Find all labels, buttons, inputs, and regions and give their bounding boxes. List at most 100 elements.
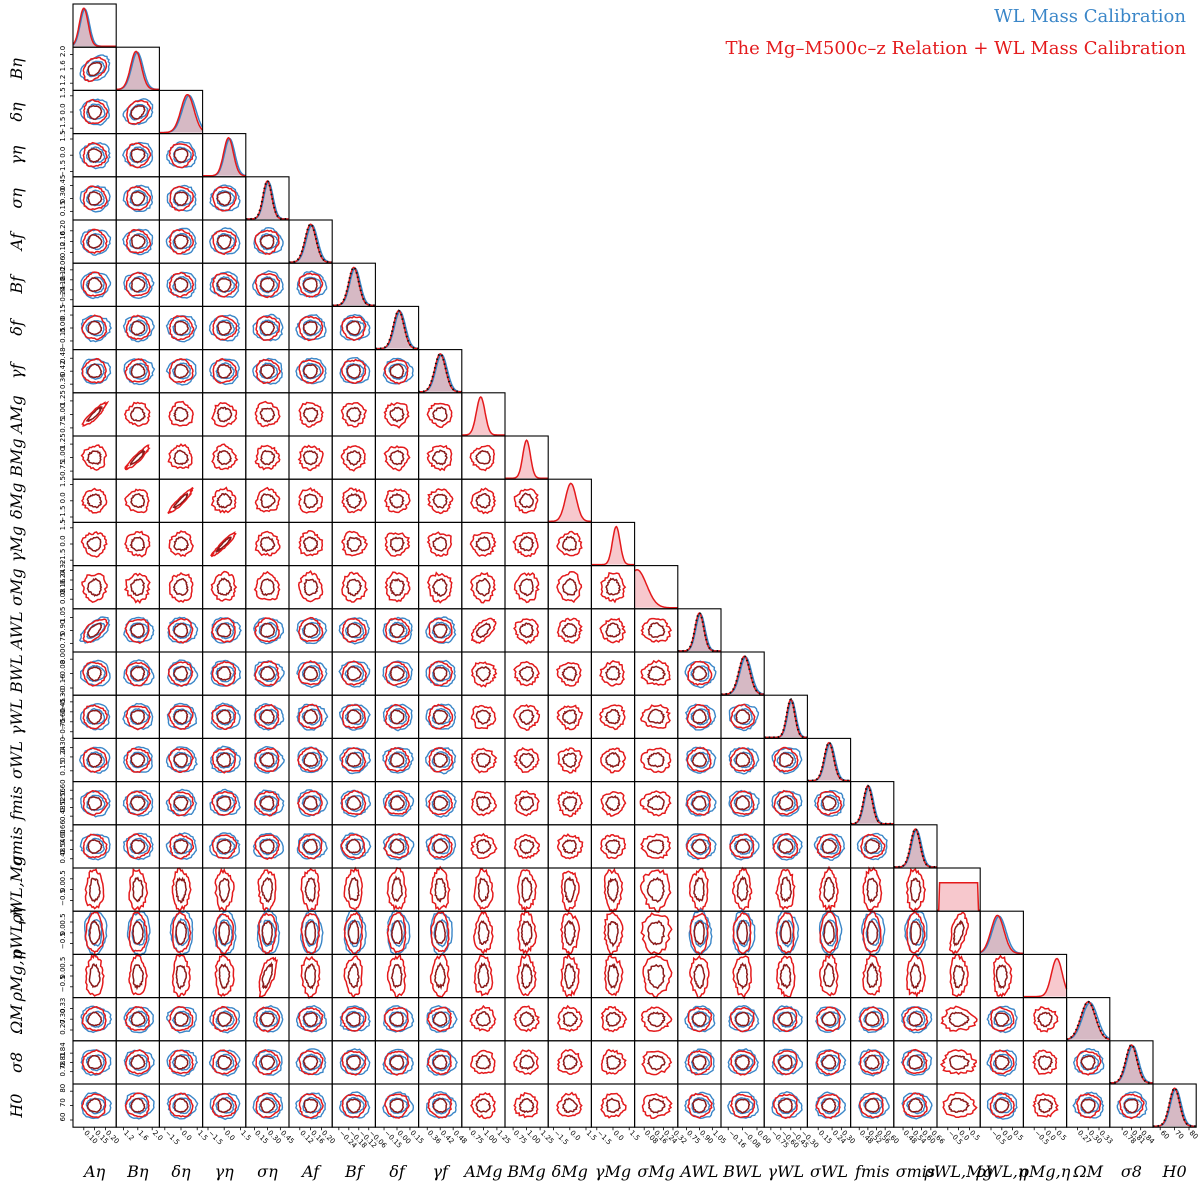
contour-joint-inner-13-1 bbox=[130, 578, 146, 597]
contour-joint-outer-18-7 bbox=[384, 790, 410, 815]
contour-joint-inner-15-14 bbox=[692, 665, 708, 682]
contour-joint-inner-12-8 bbox=[432, 536, 448, 552]
panel-16-6 bbox=[331, 694, 376, 739]
panel-frame-21-7 bbox=[374, 910, 420, 955]
contour-joint-inner-18-4 bbox=[259, 795, 275, 811]
marginal-joint-9 bbox=[461, 396, 505, 436]
panel-21-14 bbox=[677, 908, 722, 956]
panel-12-0 bbox=[72, 521, 117, 567]
contour-joint-outer-18-8 bbox=[428, 790, 454, 816]
contour-joint-inner-10-7 bbox=[388, 449, 405, 466]
panel-8-2 bbox=[158, 349, 204, 394]
contour-joint-outer-23-9 bbox=[469, 1004, 497, 1033]
panel-frame-16-13 bbox=[634, 694, 679, 739]
contour-joint-outer-18-4 bbox=[254, 791, 280, 817]
contour-joint-inner-14-9 bbox=[475, 622, 491, 639]
panel-frame-23-20 bbox=[936, 997, 981, 1042]
panel-13-0 bbox=[72, 565, 117, 610]
contour-joint-inner-21-1 bbox=[132, 920, 144, 945]
panel-22-8 bbox=[418, 953, 463, 999]
contour-joint-inner-8-2 bbox=[173, 363, 189, 379]
contour-wl-inner-4-1 bbox=[129, 189, 149, 207]
contour-joint-outer-11-9 bbox=[470, 487, 497, 515]
contour-joint-outer-24-22 bbox=[1032, 1049, 1058, 1075]
ytick-label-6-2: −0.12 bbox=[59, 266, 67, 287]
contour-joint-inner-21-19 bbox=[910, 920, 922, 946]
panel-15-14 bbox=[677, 651, 722, 696]
xtick-label-3-1: 0.0 bbox=[223, 1129, 237, 1143]
contour-wl-inner-24-4 bbox=[258, 1053, 278, 1071]
panel-frame-21-16 bbox=[763, 910, 808, 955]
contour-joint-outer-25-0 bbox=[81, 1093, 107, 1119]
contour-wl-outer-25-6 bbox=[338, 1091, 371, 1119]
ytick-label-12-2: 1.5 bbox=[59, 519, 67, 530]
contour-joint-outer-24-11 bbox=[556, 1048, 584, 1075]
contour-joint-inner-18-14 bbox=[691, 795, 707, 811]
contour-joint-outer-21-13 bbox=[640, 912, 673, 955]
panel-frame-16-11 bbox=[547, 694, 592, 739]
contour-joint-outer-18-13 bbox=[639, 790, 672, 817]
contour-wl-inner-5-3 bbox=[215, 232, 236, 250]
panel-frame-20-3 bbox=[202, 867, 247, 912]
xlabel-12: γMg bbox=[595, 1162, 631, 1181]
contour-wl-inner-17-2 bbox=[173, 751, 192, 769]
contour-joint-inner-11-9 bbox=[475, 493, 491, 509]
marginal-fill-14 bbox=[677, 613, 721, 651]
ylabel-5: Af bbox=[7, 230, 26, 252]
contour-wl-outer-25-4 bbox=[252, 1091, 284, 1120]
ytick-label-11-2: 1.5 bbox=[59, 476, 67, 487]
contour-wl-outer-16-5 bbox=[296, 703, 329, 731]
panel-9-3 bbox=[202, 392, 247, 437]
panel-25-9 bbox=[461, 1083, 506, 1128]
contour-joint-inner-16-13 bbox=[647, 708, 666, 725]
contour-joint-outer-14-2 bbox=[167, 617, 194, 644]
xlabel-9: AMg bbox=[462, 1162, 502, 1181]
contour-joint-outer-25-22 bbox=[1032, 1092, 1059, 1118]
panel-frame-25-24 bbox=[1109, 1083, 1154, 1128]
panel-19-0 bbox=[72, 824, 117, 869]
panel-8-5 bbox=[288, 349, 333, 394]
contour-wl-outer-25-18 bbox=[858, 1091, 890, 1119]
ytick-label-21-1: 0.0 bbox=[59, 924, 67, 935]
marginal-fill-21 bbox=[980, 915, 1024, 954]
panel-20-8 bbox=[418, 865, 463, 912]
panel-22-16 bbox=[763, 953, 808, 999]
contour-wl-outer-24-16 bbox=[771, 1048, 803, 1076]
contour-joint-inner-20-14 bbox=[693, 876, 705, 903]
marginal-fill-8 bbox=[418, 353, 462, 392]
panel-frame-12-8 bbox=[418, 521, 463, 567]
panel-25-20 bbox=[936, 1083, 981, 1128]
contour-joint-outer-15-3 bbox=[211, 660, 237, 687]
contour-joint-inner-24-9 bbox=[475, 1054, 491, 1070]
panel-frame-15-11 bbox=[547, 651, 592, 696]
panel-22-7 bbox=[374, 952, 420, 999]
panel-22-12 bbox=[590, 953, 636, 999]
ytick-label-5-1: 0.16 bbox=[59, 230, 67, 246]
panel-10-0 bbox=[72, 435, 117, 480]
ytick-label-7-1: 0.00 bbox=[59, 317, 67, 333]
panel-16-10 bbox=[504, 694, 549, 739]
panel-1-0 bbox=[72, 46, 117, 91]
panel-frame-17-3 bbox=[202, 737, 247, 783]
panel-22-15 bbox=[720, 953, 765, 1000]
ytick-label-18-3: 0.60 bbox=[59, 779, 67, 795]
panel-19-16 bbox=[763, 824, 808, 869]
panel-frame-20-1 bbox=[115, 867, 160, 912]
contour-joint-inner-9-4 bbox=[259, 407, 276, 423]
contour-joint-outer-5-3 bbox=[212, 229, 237, 256]
contour-joint-inner-23-8 bbox=[432, 1011, 448, 1027]
contour-joint-inner-23-22 bbox=[1036, 1011, 1053, 1028]
contour-joint-inner-15-11 bbox=[561, 666, 578, 682]
xtick-label-10-0: 0.75 bbox=[512, 1129, 529, 1146]
panel-frame-12-6 bbox=[331, 521, 376, 567]
contour-joint-inner-13-8 bbox=[431, 578, 448, 597]
panel-frame-20-9 bbox=[461, 867, 506, 912]
ylabel-22: ρMg,η bbox=[7, 950, 26, 1002]
panel-12-8 bbox=[418, 521, 463, 567]
contour-wl-outer-6-5 bbox=[296, 270, 328, 299]
contour-joint-inner-25-8 bbox=[432, 1098, 448, 1114]
panel-frame-24-0 bbox=[72, 1040, 117, 1085]
panel-24-12 bbox=[590, 1040, 636, 1085]
ytick-label-1-1: 1.6 bbox=[59, 60, 67, 72]
contour-joint-inner-16-6 bbox=[346, 709, 362, 725]
